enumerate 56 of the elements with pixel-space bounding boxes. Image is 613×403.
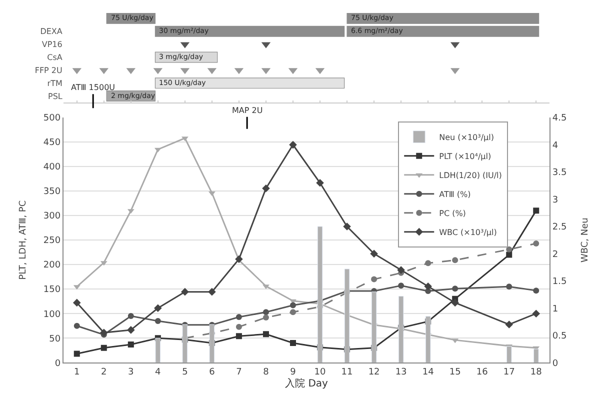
- y-tick-label: 50: [49, 334, 61, 344]
- y2-tick-label: 3.5: [552, 168, 567, 178]
- x-tick-label: 16: [476, 367, 488, 378]
- y-tick-label: 0: [54, 358, 61, 369]
- y2-tick-label: 0.5: [552, 332, 567, 342]
- y-tick-label: 100: [43, 310, 61, 320]
- y-tick-label: FFP 2U: [34, 66, 63, 75]
- x-tick-label: 1: [74, 367, 80, 378]
- y-tick-label: rTM: [47, 78, 62, 88]
- x-tick-label: 12: [368, 367, 380, 378]
- x-tick-label: 5: [182, 367, 188, 378]
- y2-tick-label: 1: [552, 304, 558, 314]
- y-tick-label: 150: [43, 285, 61, 296]
- y-tick-label: 250: [43, 236, 61, 246]
- legend-label: LDH(1/20) (IU/l): [439, 170, 502, 180]
- y2-tick-label: 4: [552, 140, 558, 151]
- legend-label: PC (%): [439, 208, 466, 218]
- x-tick-label: 8: [263, 367, 270, 378]
- y-tick-label: 400: [43, 162, 61, 173]
- y2-tick-label: 4.5: [552, 114, 567, 124]
- x-tick-label: 9: [290, 367, 296, 378]
- y-tick-label: PSL: [48, 92, 63, 101]
- annotation: ATⅢ 1500U: [71, 83, 116, 92]
- x-tick-label: 4: [155, 367, 162, 378]
- legend-label: WBC (×10³/μl): [439, 228, 497, 237]
- legend-label: ATⅢ (%): [439, 190, 471, 199]
- x-tick-label: 15: [449, 367, 461, 378]
- y-axis-title: PLT, LDH, ATⅢ, PC: [18, 200, 29, 280]
- legend-label: Neu (×10³/μl): [439, 132, 494, 142]
- x-tick-label: 10: [314, 367, 326, 378]
- x-tick-label: 7: [236, 367, 242, 378]
- y-tick-label: DEXA: [40, 27, 63, 36]
- x-tick-label: 18: [530, 367, 542, 378]
- y-tick-label: 500: [43, 114, 61, 124]
- y2-tick-label: 3: [552, 195, 558, 206]
- legend-label: PLT (×10⁴/μl): [439, 152, 492, 161]
- x-tick-label: 14: [422, 367, 434, 378]
- y-tick-label: 350: [43, 187, 61, 198]
- x-axis-title: 入院 Day: [285, 377, 328, 390]
- y2-axis-title: WBC, Neu: [580, 218, 591, 263]
- y2-tick-label: 0: [552, 358, 558, 369]
- x-tick-label: 13: [395, 367, 407, 378]
- y2-tick-label: 1.5: [552, 277, 567, 288]
- y-tick-label: 300: [43, 212, 61, 222]
- x-tick-label: 2: [101, 367, 107, 378]
- y2-tick-label: 2: [552, 250, 558, 260]
- y-tick-label: 450: [43, 138, 61, 148]
- text: MAP 2U: [232, 106, 263, 115]
- y-tick-label: CsA: [47, 53, 63, 62]
- x-tick-label: 17: [503, 367, 515, 378]
- y-tick-label: 200: [43, 260, 61, 271]
- x-tick-label: 3: [128, 367, 134, 378]
- y2-tick-label: 2.5: [552, 222, 567, 233]
- x-tick-label: 6: [209, 367, 216, 378]
- y-tick-label: VP16: [42, 40, 62, 50]
- x-tick-label: 11: [341, 367, 353, 378]
